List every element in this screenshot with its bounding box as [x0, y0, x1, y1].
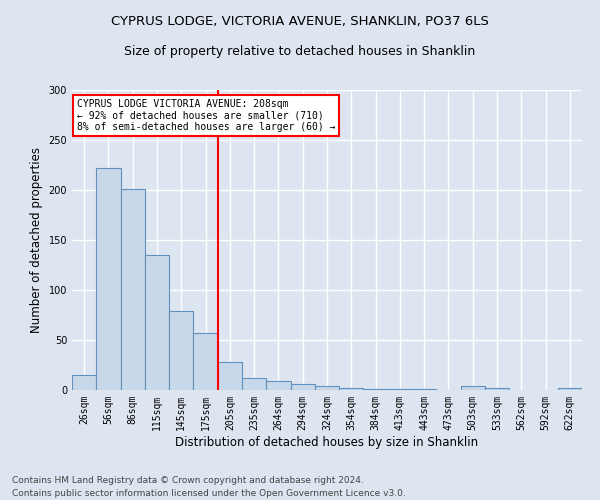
Bar [315, 386, 339, 390]
Bar [558, 388, 582, 390]
Bar [218, 362, 242, 390]
Bar [364, 389, 388, 390]
Bar [461, 386, 485, 390]
Bar [388, 389, 412, 390]
X-axis label: Distribution of detached houses by size in Shanklin: Distribution of detached houses by size … [175, 436, 479, 448]
Bar [266, 381, 290, 390]
Bar [290, 384, 315, 390]
Bar [412, 389, 436, 390]
Text: Contains HM Land Registry data © Crown copyright and database right 2024.: Contains HM Land Registry data © Crown c… [12, 476, 364, 485]
Bar [72, 375, 96, 390]
Text: CYPRUS LODGE VICTORIA AVENUE: 208sqm
← 92% of detached houses are smaller (710)
: CYPRUS LODGE VICTORIA AVENUE: 208sqm ← 9… [77, 99, 335, 132]
Text: Size of property relative to detached houses in Shanklin: Size of property relative to detached ho… [124, 45, 476, 58]
Bar [96, 168, 121, 390]
Bar [339, 388, 364, 390]
Bar [145, 255, 169, 390]
Y-axis label: Number of detached properties: Number of detached properties [30, 147, 43, 333]
Bar [242, 378, 266, 390]
Bar [169, 311, 193, 390]
Bar [485, 388, 509, 390]
Text: CYPRUS LODGE, VICTORIA AVENUE, SHANKLIN, PO37 6LS: CYPRUS LODGE, VICTORIA AVENUE, SHANKLIN,… [111, 15, 489, 28]
Bar [193, 333, 218, 390]
Text: Contains public sector information licensed under the Open Government Licence v3: Contains public sector information licen… [12, 488, 406, 498]
Bar [121, 189, 145, 390]
